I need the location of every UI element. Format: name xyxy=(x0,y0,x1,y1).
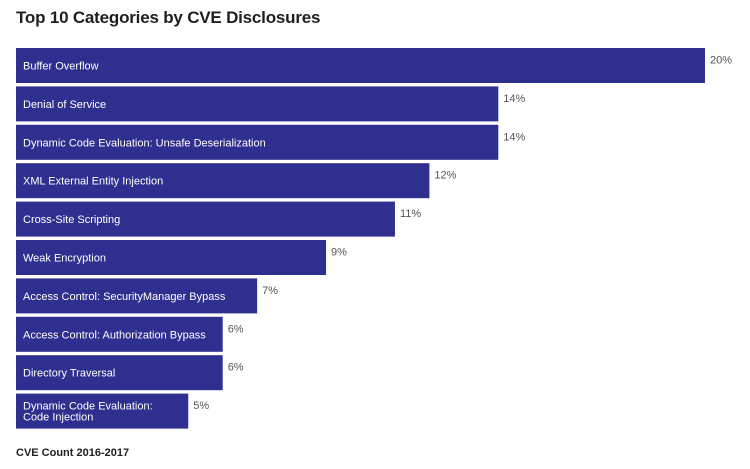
bar-category-label: Access Control: Authorization Bypass xyxy=(23,329,206,341)
bar xyxy=(16,240,327,275)
bar-value-label: 7% xyxy=(262,285,278,297)
bar-category-label: Buffer Overflow xyxy=(23,61,99,73)
bar xyxy=(16,393,189,429)
bar xyxy=(16,86,499,122)
bars-group: Buffer Overflow 20% Denial of Service 14% Dy… xyxy=(16,48,732,429)
bar-category-label: Directory Traversal xyxy=(23,368,115,380)
bar xyxy=(16,201,395,237)
bar-value-label: 11% xyxy=(400,208,421,220)
bar-value-label: 14% xyxy=(503,131,525,143)
bar-category-label: Dynamic Code Evaluation: Code Injection xyxy=(23,401,153,424)
bar xyxy=(16,124,499,160)
bar-value-label: 20% xyxy=(710,55,732,67)
bar-value-label: 9% xyxy=(331,247,347,259)
bar xyxy=(16,316,223,352)
bar-category-label: XML External Entity Injection xyxy=(23,176,163,188)
chart-footer: CVE Count 2016-2017 xyxy=(16,447,130,459)
bar xyxy=(16,278,258,314)
chart-title: Top 10 Categories by CVE Disclosures xyxy=(16,8,321,27)
bar-value-label: 6% xyxy=(228,323,244,335)
bar-category-label: Cross-Site Scripting xyxy=(23,214,120,226)
bar-category-label: Weak Encryption xyxy=(23,253,106,265)
bar-category-label: Access Control: SecurityManager Bypass xyxy=(23,291,226,303)
bar-category-label: Dynamic Code Evaluation: Unsafe Deserial… xyxy=(23,137,266,149)
bar-category-label: Denial of Service xyxy=(23,99,106,111)
bar-value-label: 12% xyxy=(434,170,456,182)
bar xyxy=(16,48,705,83)
bar xyxy=(16,355,223,391)
bar-value-label: 5% xyxy=(193,400,209,412)
bar xyxy=(16,163,430,199)
bar-value-label: 14% xyxy=(503,93,525,105)
bar-value-label: 6% xyxy=(228,362,244,374)
